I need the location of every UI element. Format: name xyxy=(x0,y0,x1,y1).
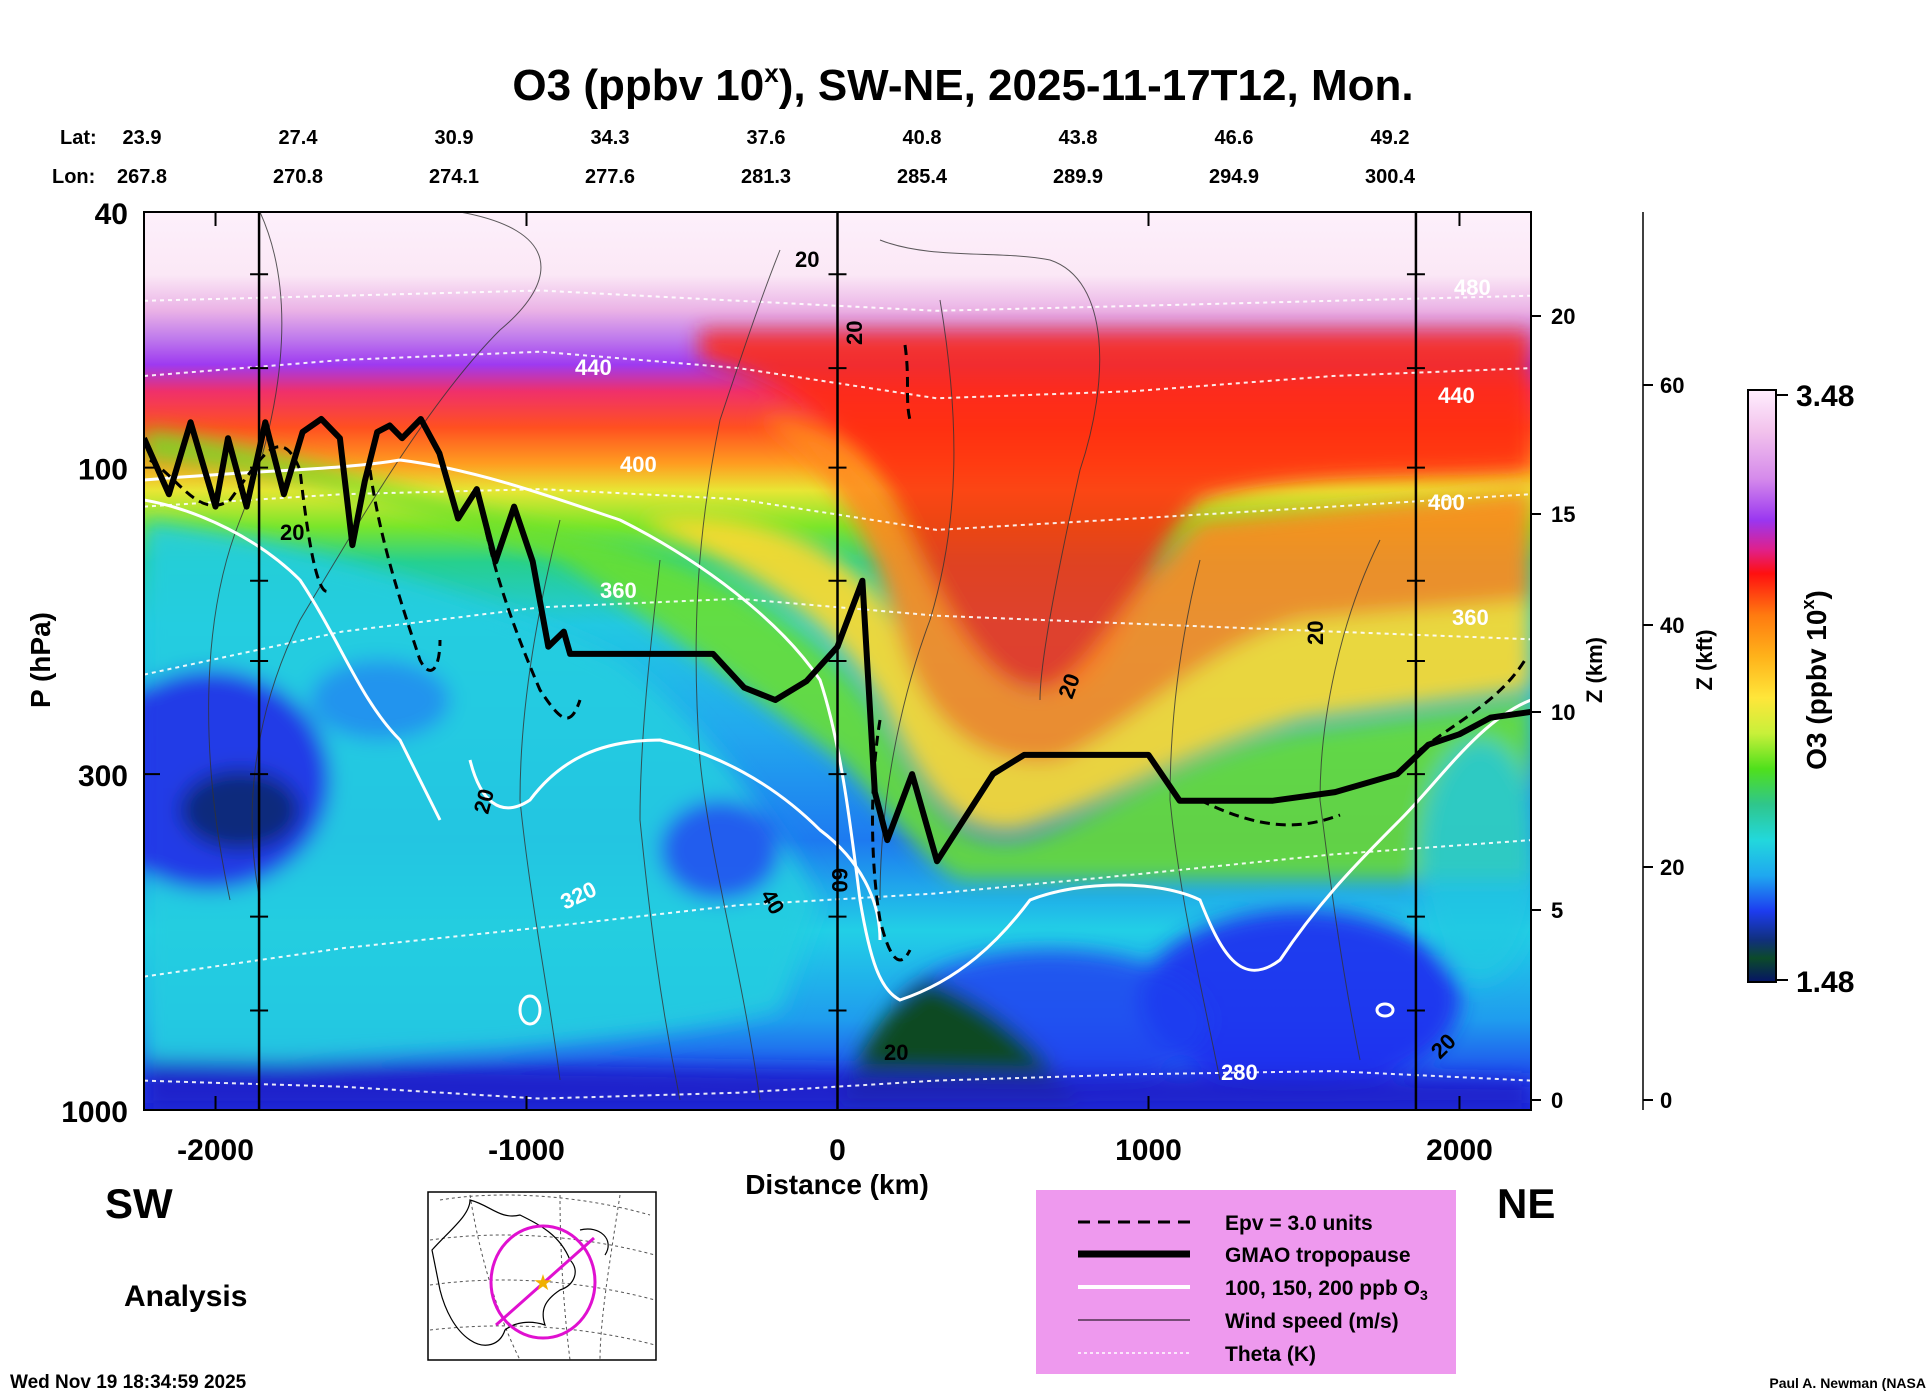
legend-item-ozone-contours: 100, 150, 200 ppb O3 xyxy=(1225,1277,1428,1303)
inset-map: ★ xyxy=(427,1191,657,1361)
lat-value: 37.6 xyxy=(747,127,786,149)
y-tick-label: 100 xyxy=(78,454,128,487)
lat-value: 46.6 xyxy=(1215,127,1254,149)
lat-value: 43.8 xyxy=(1059,127,1098,149)
wind-contour-label: 20 xyxy=(280,520,304,545)
x-tick-label: -1000 xyxy=(488,1134,565,1167)
timestamp: Wed Nov 19 18:34:59 2025 xyxy=(10,1372,247,1393)
lat-value: 34.3 xyxy=(591,127,630,149)
theta-label: 480 xyxy=(1454,275,1491,300)
colorbar-min-label: 1.48 xyxy=(1796,966,1854,999)
theta-label: 360 xyxy=(600,578,637,603)
wind-contour-label: 60 xyxy=(827,868,852,892)
wind-contour-label: 20 xyxy=(1303,621,1328,645)
lon-value: 285.4 xyxy=(897,166,948,188)
lat-value: 40.8 xyxy=(903,127,942,149)
lon-row-label: Lon: xyxy=(52,166,95,188)
reference-vertical-lines xyxy=(250,212,1425,1110)
lon-value: 274.1 xyxy=(429,166,479,188)
lat-row-label: Lat: xyxy=(60,127,97,149)
chart-title: O3 (ppbv 10x), SW-NE, 2025-11-17T12, Mon… xyxy=(512,58,1413,110)
lon-value: 277.6 xyxy=(585,166,635,188)
lat-value: 30.9 xyxy=(435,127,474,149)
theta-label: 360 xyxy=(1452,605,1489,630)
theta-label: 400 xyxy=(1428,490,1465,515)
x-axis: -2000 -1000 0 1000 2000 xyxy=(177,212,1493,1167)
lon-value: 267.8 xyxy=(117,166,167,188)
y-axis-z-kft: 0 20 40 60 xyxy=(1642,212,1684,1113)
analysis-label: Analysis xyxy=(124,1280,247,1313)
z-kft-tick-label: 0 xyxy=(1660,1088,1672,1113)
y-tick-label: 40 xyxy=(95,198,128,231)
gmao-tropopause-line xyxy=(144,416,1531,865)
legend-item-epv: Epv = 3.0 units xyxy=(1225,1212,1373,1235)
lon-value: 281.3 xyxy=(741,166,791,188)
lat-value: 23.9 xyxy=(123,127,162,149)
ozone-field: 20 20 20 20 20 20 20 20 40 60 440 440 40… xyxy=(144,212,1531,1110)
z-kft-axis-label: Z (kft) xyxy=(1692,629,1717,690)
legend: Epv = 3.0 units GMAO tropopause 100, 150… xyxy=(1036,1190,1456,1374)
star-icon: ★ xyxy=(533,1270,553,1295)
y-tick-label: 1000 xyxy=(61,1096,128,1129)
x-tick-label: 2000 xyxy=(1426,1134,1493,1167)
lon-value: 294.9 xyxy=(1209,166,1259,188)
lat-lon-header: Lat: Lon: 23.9 27.4 30.9 34.3 37.6 40.8 43.8 46.6… xyxy=(52,127,1416,188)
x-tick-label: 1000 xyxy=(1115,1134,1182,1167)
z-km-tick-label: 20 xyxy=(1551,304,1575,329)
colorbar xyxy=(1747,389,1777,983)
x-tick-label: -2000 xyxy=(177,1134,254,1167)
wind-contour-label: 20 xyxy=(884,1040,908,1065)
wind-contour-label: 20 xyxy=(842,321,867,345)
theta-label: 440 xyxy=(575,355,612,380)
lon-value: 270.8 xyxy=(273,166,323,188)
y-axis-label: P (hPa) xyxy=(25,612,56,708)
legend-item-theta: Theta (K) xyxy=(1225,1343,1316,1366)
legend-item-tropopause: GMAO tropopause xyxy=(1225,1244,1411,1267)
theta-label: 440 xyxy=(1438,383,1475,408)
lon-value: 300.4 xyxy=(1365,166,1416,188)
z-km-axis-label: Z (km) xyxy=(1582,637,1607,703)
direction-label-sw: SW xyxy=(105,1180,173,1227)
author-credit: Paul A. Newman (NASA xyxy=(1769,1375,1926,1391)
colorbar-title: O3 (ppbv 10x) xyxy=(1798,590,1832,770)
lat-value: 49.2 xyxy=(1371,127,1410,149)
z-km-tick-label: 5 xyxy=(1551,898,1563,923)
x-axis-label: Distance (km) xyxy=(745,1169,929,1200)
y-axis-z-km: 0 5 10 15 20 xyxy=(1530,212,1575,1113)
z-km-tick-label: 10 xyxy=(1551,700,1575,725)
legend-item-wind-speed: Wind speed (m/s) xyxy=(1225,1310,1399,1333)
theta-line xyxy=(144,597,1531,676)
direction-label-ne: NE xyxy=(1497,1180,1555,1227)
y-tick-label: 300 xyxy=(78,760,128,793)
z-km-tick-label: 0 xyxy=(1551,1088,1563,1113)
lon-value: 289.9 xyxy=(1053,166,1103,188)
lat-value: 27.4 xyxy=(279,127,319,149)
z-kft-tick-label: 60 xyxy=(1660,373,1684,398)
theta-label: 400 xyxy=(620,452,657,477)
y-axis-pressure: 40 100 300 1000 xyxy=(61,198,160,1129)
wind-contour-label: 20 xyxy=(795,247,819,272)
z-km-tick-label: 15 xyxy=(1551,502,1575,527)
z-kft-tick-label: 20 xyxy=(1660,855,1684,880)
z-kft-tick-label: 40 xyxy=(1660,613,1684,638)
theta-label: 280 xyxy=(1221,1060,1258,1085)
x-tick-label: 0 xyxy=(829,1134,846,1167)
colorbar-max-label: 3.48 xyxy=(1796,380,1854,413)
